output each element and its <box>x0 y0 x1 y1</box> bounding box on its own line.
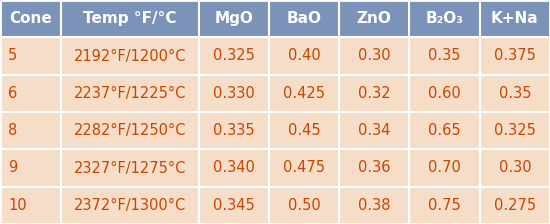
Bar <box>409 0 480 37</box>
Bar <box>199 187 269 224</box>
Text: 0.275: 0.275 <box>494 198 536 213</box>
Bar <box>0 149 61 187</box>
Text: 0.30: 0.30 <box>498 161 531 175</box>
Bar <box>0 75 61 112</box>
Text: 0.65: 0.65 <box>428 123 461 138</box>
Bar <box>409 112 480 149</box>
Bar <box>480 187 550 224</box>
Text: 0.50: 0.50 <box>288 198 321 213</box>
Bar <box>480 112 550 149</box>
Bar <box>480 0 550 37</box>
Text: 0.40: 0.40 <box>288 49 321 63</box>
Text: BaO: BaO <box>287 11 322 26</box>
Bar <box>339 112 409 149</box>
Text: 6: 6 <box>8 86 18 101</box>
Bar <box>61 149 199 187</box>
Text: 0.345: 0.345 <box>213 198 255 213</box>
Text: 0.60: 0.60 <box>428 86 461 101</box>
Bar <box>269 75 339 112</box>
Text: 5: 5 <box>8 49 18 63</box>
Text: 0.38: 0.38 <box>358 198 390 213</box>
Bar <box>61 187 199 224</box>
Text: 0.34: 0.34 <box>358 123 390 138</box>
Bar <box>339 0 409 37</box>
Text: 10: 10 <box>8 198 27 213</box>
Bar <box>409 75 480 112</box>
Bar <box>339 37 409 75</box>
Text: MgO: MgO <box>214 11 253 26</box>
Text: 0.335: 0.335 <box>213 123 255 138</box>
Text: 0.36: 0.36 <box>358 161 390 175</box>
Bar <box>199 112 269 149</box>
Bar <box>480 75 550 112</box>
Bar <box>339 149 409 187</box>
Text: 0.30: 0.30 <box>358 49 390 63</box>
Bar <box>480 149 550 187</box>
Bar <box>0 187 61 224</box>
Bar <box>339 75 409 112</box>
Text: 2327°F/1275°C: 2327°F/1275°C <box>74 161 186 175</box>
Text: 2282°F/1250°C: 2282°F/1250°C <box>74 123 186 138</box>
Text: Cone: Cone <box>9 11 52 26</box>
Bar <box>0 0 61 37</box>
Text: 0.32: 0.32 <box>358 86 390 101</box>
Bar <box>409 37 480 75</box>
Bar <box>199 75 269 112</box>
Text: 0.340: 0.340 <box>213 161 255 175</box>
Bar <box>61 112 199 149</box>
Bar <box>0 112 61 149</box>
Text: 9: 9 <box>8 161 18 175</box>
Text: 0.70: 0.70 <box>428 161 461 175</box>
Bar <box>269 0 339 37</box>
Bar <box>269 37 339 75</box>
Bar <box>61 75 199 112</box>
Text: 0.475: 0.475 <box>283 161 325 175</box>
Text: 0.330: 0.330 <box>213 86 255 101</box>
Bar <box>269 112 339 149</box>
Bar <box>199 37 269 75</box>
Bar <box>199 149 269 187</box>
Bar <box>409 149 480 187</box>
Text: Temp °F/°C: Temp °F/°C <box>83 11 177 26</box>
Text: 0.45: 0.45 <box>288 123 320 138</box>
Text: 0.325: 0.325 <box>213 49 255 63</box>
Bar <box>61 0 199 37</box>
Bar <box>61 37 199 75</box>
Text: 0.35: 0.35 <box>499 86 531 101</box>
Text: 0.375: 0.375 <box>494 49 536 63</box>
Bar <box>480 37 550 75</box>
Text: 2237°F/1225°C: 2237°F/1225°C <box>74 86 186 101</box>
Bar <box>0 37 61 75</box>
Text: ZnO: ZnO <box>357 11 392 26</box>
Bar <box>409 187 480 224</box>
Text: 0.325: 0.325 <box>494 123 536 138</box>
Text: B₂O₃: B₂O₃ <box>426 11 464 26</box>
Bar <box>269 187 339 224</box>
Text: K+Na: K+Na <box>491 11 538 26</box>
Bar <box>199 0 269 37</box>
Text: 0.35: 0.35 <box>428 49 461 63</box>
Text: 2192°F/1200°C: 2192°F/1200°C <box>74 49 186 63</box>
Text: 2372°F/1300°C: 2372°F/1300°C <box>74 198 186 213</box>
Text: 0.425: 0.425 <box>283 86 325 101</box>
Bar <box>269 149 339 187</box>
Text: 8: 8 <box>8 123 18 138</box>
Bar <box>339 187 409 224</box>
Text: 0.75: 0.75 <box>428 198 461 213</box>
